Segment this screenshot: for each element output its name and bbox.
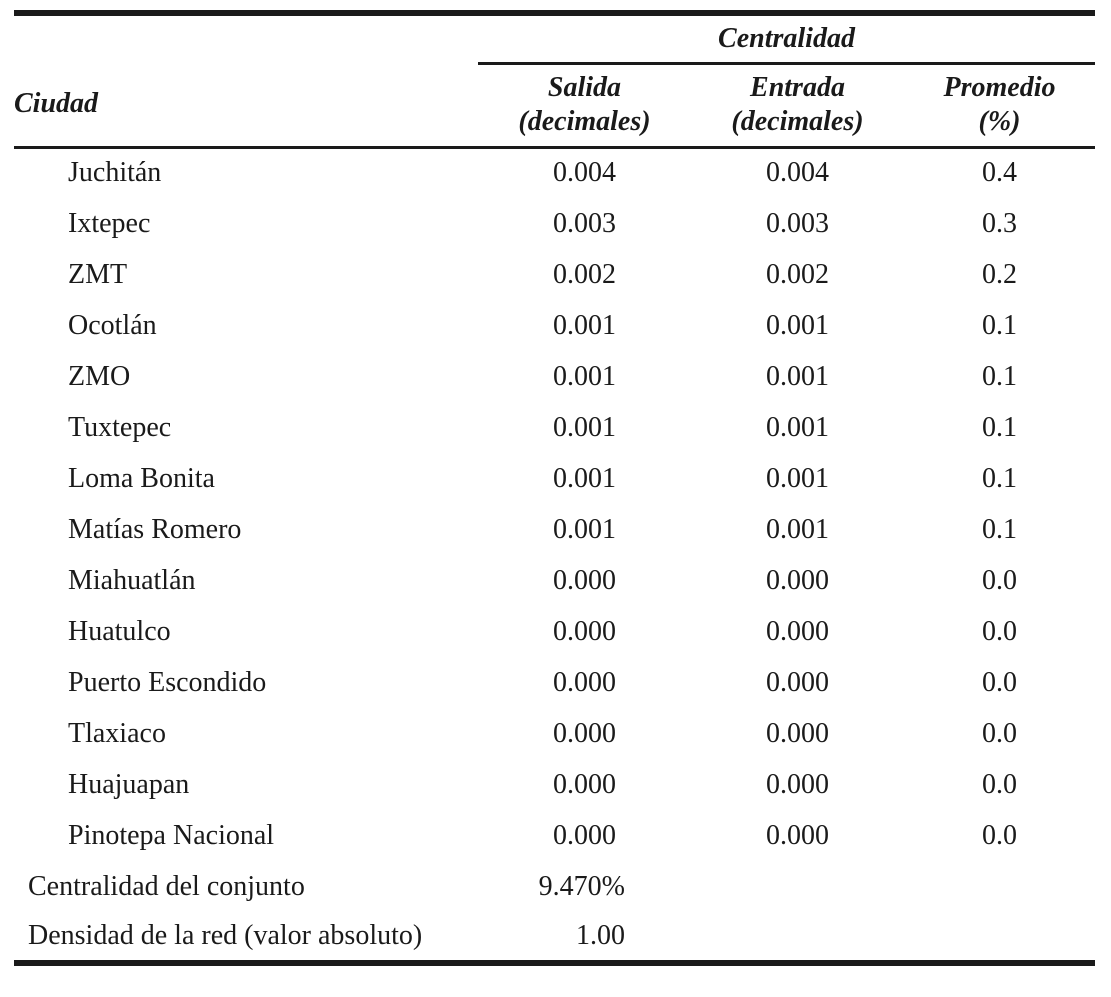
table-row: Pinotepa Nacional 0.000 0.000 0.0 [14, 810, 1095, 861]
promedio-cell: 0.0 [982, 615, 1017, 647]
table-row: Loma Bonita 0.001 0.001 0.1 [14, 453, 1095, 504]
summary-empty-cell [904, 912, 1095, 963]
promedio-cell: 0.1 [982, 462, 1017, 494]
entrada-cell: 0.000 [766, 564, 829, 596]
city-cell: Huatulco [68, 615, 171, 647]
table-body: Juchitán 0.004 0.004 0.4 Ixtepec 0.003 0… [14, 147, 1095, 861]
promedio-cell: 0.1 [982, 411, 1017, 443]
entrada-cell: 0.001 [766, 513, 829, 545]
city-cell: Juchitán [68, 157, 162, 189]
promedio-cell: 0.0 [982, 717, 1017, 749]
salida-column-header: Salida (decimales) [478, 63, 691, 149]
city-cell: Matías Romero [68, 513, 242, 545]
summary-row: Centralidad del conjunto 9.470% [14, 861, 1095, 912]
table-row: Puerto Escondido 0.000 0.000 0.0 [14, 657, 1095, 708]
salida-cell: 0.001 [553, 513, 616, 545]
entrada-column-header: Entrada (decimales) [691, 63, 904, 149]
city-cell: Tuxtepec [68, 411, 172, 443]
city-cell: Puerto Escondido [68, 666, 267, 698]
table-row: Ocotlán 0.001 0.001 0.1 [14, 300, 1095, 351]
promedio-cell: 0.3 [982, 207, 1017, 239]
summary-value: 1.00 [576, 920, 625, 951]
summary-row: Densidad de la red (valor absoluto) 1.00 [14, 912, 1095, 963]
city-cell: Loma Bonita [68, 462, 215, 494]
group-header-spacer [14, 13, 478, 63]
salida-cell: 0.002 [553, 258, 616, 290]
table-row: Huatulco 0.000 0.000 0.0 [14, 606, 1095, 657]
entrada-cell: 0.001 [766, 411, 829, 443]
city-cell: Pinotepa Nacional [68, 819, 275, 851]
entrada-cell: 0.003 [766, 207, 829, 239]
promedio-cell: 0.1 [982, 513, 1017, 545]
promedio-cell: 0.2 [982, 258, 1017, 290]
promedio-cell: 0.0 [982, 666, 1017, 698]
summary-label: Centralidad del conjunto [28, 870, 305, 902]
entrada-cell: 0.000 [766, 666, 829, 698]
salida-cell: 0.004 [553, 157, 616, 189]
promedio-cell: 0.1 [982, 360, 1017, 392]
promedio-cell: 0.0 [982, 768, 1017, 800]
salida-cell: 0.000 [553, 564, 616, 596]
promedio-cell: 0.0 [982, 819, 1017, 851]
city-cell: Tlaxiaco [68, 717, 166, 749]
city-cell: Ocotlán [68, 309, 157, 341]
entrada-header-line1: Entrada [750, 72, 845, 103]
entrada-cell: 0.000 [766, 819, 829, 851]
promedio-header-line1: Promedio [943, 72, 1056, 103]
promedio-header-line2: (%) [978, 106, 1021, 137]
promedio-cell: 0.1 [982, 309, 1017, 341]
entrada-cell: 0.000 [766, 717, 829, 749]
salida-cell: 0.000 [553, 717, 616, 749]
salida-cell: 0.000 [553, 666, 616, 698]
entrada-header-line2: (decimales) [731, 106, 864, 137]
city-cell: Huajuapan [68, 768, 190, 800]
table-row: Miahuatlán 0.000 0.000 0.0 [14, 555, 1095, 606]
table-row: Juchitán 0.004 0.004 0.4 [14, 147, 1095, 198]
table-row: Ixtepec 0.003 0.003 0.3 [14, 198, 1095, 249]
city-column-header: Ciudad [14, 63, 478, 149]
table-row: Tlaxiaco 0.000 0.000 0.0 [14, 708, 1095, 759]
salida-cell: 0.000 [553, 615, 616, 647]
entrada-cell: 0.002 [766, 258, 829, 290]
salida-cell: 0.001 [553, 411, 616, 443]
salida-cell: 0.001 [553, 462, 616, 494]
table-header: Centralidad Ciudad Salida (decimales) En… [14, 13, 1095, 149]
summary-empty-cell [904, 861, 1095, 912]
salida-cell: 0.001 [553, 360, 616, 392]
city-cell: ZMT [68, 258, 128, 290]
salida-cell: 0.000 [553, 819, 616, 851]
summary-value: 9.470% [538, 870, 625, 902]
centrality-table: Centralidad Ciudad Salida (decimales) En… [14, 10, 1095, 966]
promedio-cell: 0.4 [982, 157, 1017, 189]
summary-empty-cell [691, 912, 904, 963]
salida-cell: 0.003 [553, 207, 616, 239]
group-header-row: Centralidad [14, 13, 1095, 65]
city-cell: Miahuatlán [68, 564, 196, 596]
entrada-cell: 0.001 [766, 360, 829, 392]
table-row: Tuxtepec 0.001 0.001 0.1 [14, 402, 1095, 453]
promedio-cell: 0.0 [982, 564, 1017, 596]
table-row: ZMT 0.002 0.002 0.2 [14, 249, 1095, 300]
salida-header-line2: (decimales) [518, 106, 651, 137]
column-header-row: Ciudad Salida (decimales) Entrada (decim… [14, 63, 1095, 149]
promedio-column-header: Promedio (%) [904, 63, 1095, 149]
entrada-cell: 0.000 [766, 615, 829, 647]
entrada-cell: 0.000 [766, 768, 829, 800]
salida-cell: 0.001 [553, 309, 616, 341]
table-row: ZMO 0.001 0.001 0.1 [14, 351, 1095, 402]
salida-cell: 0.000 [553, 768, 616, 800]
entrada-cell: 0.001 [766, 462, 829, 494]
city-cell: Ixtepec [68, 207, 151, 239]
group-header-title: Centralidad [478, 13, 1095, 65]
table-row: Matías Romero 0.001 0.001 0.1 [14, 504, 1095, 555]
summary-empty-cell [691, 861, 904, 912]
city-cell: ZMO [68, 360, 131, 392]
summary-label: Densidad de la red (valor absoluto) [28, 920, 423, 951]
table-row: Huajuapan 0.000 0.000 0.0 [14, 759, 1095, 810]
entrada-cell: 0.004 [766, 157, 829, 189]
salida-header-line1: Salida [547, 72, 622, 103]
page: Centralidad Ciudad Salida (decimales) En… [0, 10, 1111, 997]
table-footer: Centralidad del conjunto 9.470% Densidad… [14, 861, 1095, 963]
entrada-cell: 0.001 [766, 309, 829, 341]
